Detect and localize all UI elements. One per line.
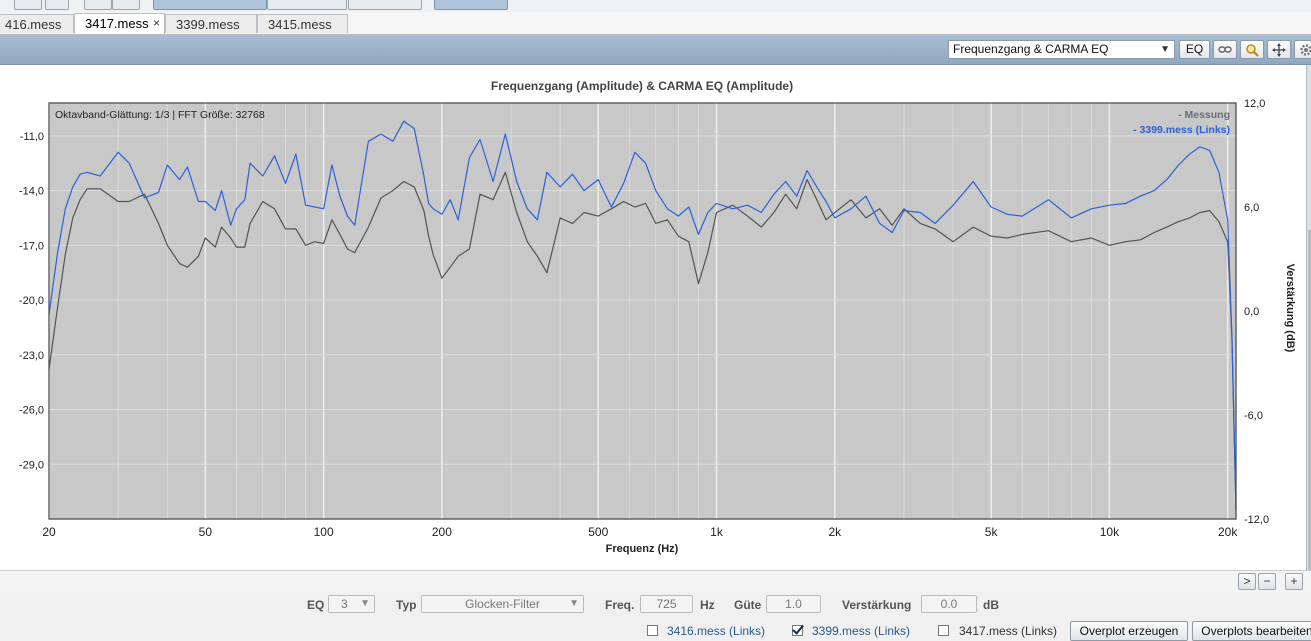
top-strip-button[interactable] [45,0,69,10]
top-strip-button[interactable] [14,0,42,10]
x-grid [48,103,1229,519]
zoom-in-button[interactable]: + [1285,573,1303,590]
x-tick-label: 1k [710,525,724,539]
legend-measurement: - Messung [1178,109,1230,121]
chevron-down-icon: ▼ [1160,44,1170,55]
create-overplot-button[interactable]: Overplot erzeugen [1070,621,1188,641]
plot-frame [48,102,1237,520]
right-edge-scrollbar[interactable] [1306,65,1311,570]
gear-icon[interactable] [1294,40,1311,59]
tab-3415[interactable]: 3415.mess [257,14,348,33]
chart-toolbar: Frequenzgang & CARMA EQ ▼ EQ [0,35,1311,65]
overplot-label-3399[interactable]: 3399.mess (Links) [812,624,911,638]
y-left-tick-label: -11,0 [20,131,44,143]
overplot-checkbox-3417[interactable] [938,625,949,636]
q-label: Güte [734,598,762,612]
frequency-response-chart[interactable]: Oktavband-Glättung: 1/3 | FFT Größe: 327… [0,65,1306,570]
x-tick-labels: 20 50 100 200 500 1k 2k 5k 10k 20k [42,525,1238,539]
tab-label: 416.mess [5,17,62,32]
overplot-label-3416[interactable]: 3416.mess (Links) [667,624,766,638]
x-tick-label: 10k [1100,525,1120,539]
tab-label: 3415.mess [268,17,332,32]
view-select-value: Frequenzgang & CARMA EQ [953,42,1109,56]
scrollbar-thumb[interactable] [1308,230,1311,570]
smoothing-info: Oktavband-Glättung: 1/3 | FFT Größe: 327… [55,109,265,121]
x-tick-label: 500 [588,525,608,539]
y-left-tick-label: -29,0 [19,459,44,471]
y-right-tick-label: 6,0 [1244,202,1259,214]
x-tick-label: 5k [985,525,999,539]
file-tab-bar: 416.mess 3417.mess × 3399.mess 3415.mess [0,12,1311,35]
link-icon[interactable] [1213,40,1237,59]
y-left-tick-label: -26,0 [19,405,44,417]
eq-controls: EQ 3 ▼ Typ Glocken-Filter ▼ Freq. 725 Hz G… [0,592,1311,617]
close-icon[interactable]: × [152,16,160,30]
x-axis-label: Frequenz (Hz) [606,543,679,555]
gain-unit: dB [983,598,999,612]
move-icon[interactable] [1267,40,1291,59]
series-line-messung [48,171,1237,510]
top-strip-button[interactable] [267,0,347,10]
x-tick-label: 50 [199,525,213,539]
eq-number-select[interactable]: 3 ▼ [328,595,375,613]
view-select[interactable]: Frequenzgang & CARMA EQ ▼ [948,40,1175,59]
zoom-icon[interactable] [1240,40,1264,59]
y-left-tick-label: -23,0 [19,350,44,362]
tab-label: 3417.mess [85,16,149,31]
y-right-axis-label: Verstärkung (dB) [1284,264,1296,353]
freq-label: Freq. [605,598,635,612]
y-left-tick-label: -14,0 [19,186,44,198]
top-strip-button[interactable] [112,0,140,10]
legend-series-3399: - 3399.mess (Links) [1133,124,1230,136]
tab-416[interactable]: 416.mess [0,14,74,33]
top-strip-button-active[interactable] [153,0,267,10]
tab-3417[interactable]: 3417.mess × [74,13,165,34]
y-left-tick-labels: -11,0 -14,0 -17,0 -20,0 -23,0 -26,0 -29,0 [19,131,44,471]
chart-title: Frequenzgang (Amplitude) & CARMA EQ (Amp… [490,79,794,93]
x-tick-label: 100 [314,525,334,539]
chevron-down-icon: ▼ [569,598,579,609]
series-line-3399 [48,120,1237,510]
x-tick-label: 20 [42,525,56,539]
chart-scroll-row: > − + [0,570,1311,592]
x-tick-label: 200 [432,525,452,539]
top-strip-button-active[interactable] [434,0,508,10]
gain-label: Verstärkung [842,598,912,612]
y-right-tick-label: -6,0 [1244,410,1263,422]
tab-3399[interactable]: 3399.mess [165,14,257,33]
x-tick-label: 2k [828,525,842,539]
y-left-tick-label: -20,0 [19,295,44,307]
gain-input[interactable]: 0.0 [921,595,977,613]
q-input[interactable]: 1.0 [766,595,821,613]
y-right-tick-label: -12,0 [1244,514,1269,526]
top-strip-button[interactable] [84,0,112,10]
filter-type-select[interactable]: Glocken-Filter ▼ [421,595,584,613]
freq-input[interactable]: 725 [640,595,693,613]
tab-label: 3399.mess [176,17,240,32]
type-label: Typ [396,598,417,612]
freq-unit: Hz [700,598,715,612]
plot-area [48,102,1237,520]
scroll-right-button[interactable]: > [1238,573,1256,590]
y-left-tick-label: -17,0 [19,240,44,252]
y-right-tick-labels: 12,0 6,0 0,0 -6,0 -12,0 [1244,98,1269,526]
filter-type-value: Glocken-Filter [465,597,540,611]
overplot-checkbox-3416[interactable] [647,625,658,636]
chevron-down-icon: ▼ [360,598,370,609]
zoom-out-button[interactable]: − [1258,573,1276,590]
y-right-tick-label: 0,0 [1244,306,1259,318]
eq-button[interactable]: EQ [1179,40,1210,59]
eq-number-value: 3 [341,597,348,611]
overplot-label-3417[interactable]: 3417.mess (Links) [959,624,1058,638]
top-strip-button[interactable] [348,0,422,10]
overplot-checkbox-3399[interactable] [792,625,803,636]
x-tick-label: 20k [1218,525,1238,539]
y-grid [49,135,1236,465]
overplot-row: 3416.mess (Links) 3399.mess (Links) 3417… [0,618,1311,641]
edit-overplots-button[interactable]: Overplots bearbeiten [1192,621,1311,641]
series-layer [48,120,1237,510]
y-right-tick-label: 12,0 [1244,98,1265,110]
eq-label: EQ [307,598,325,612]
